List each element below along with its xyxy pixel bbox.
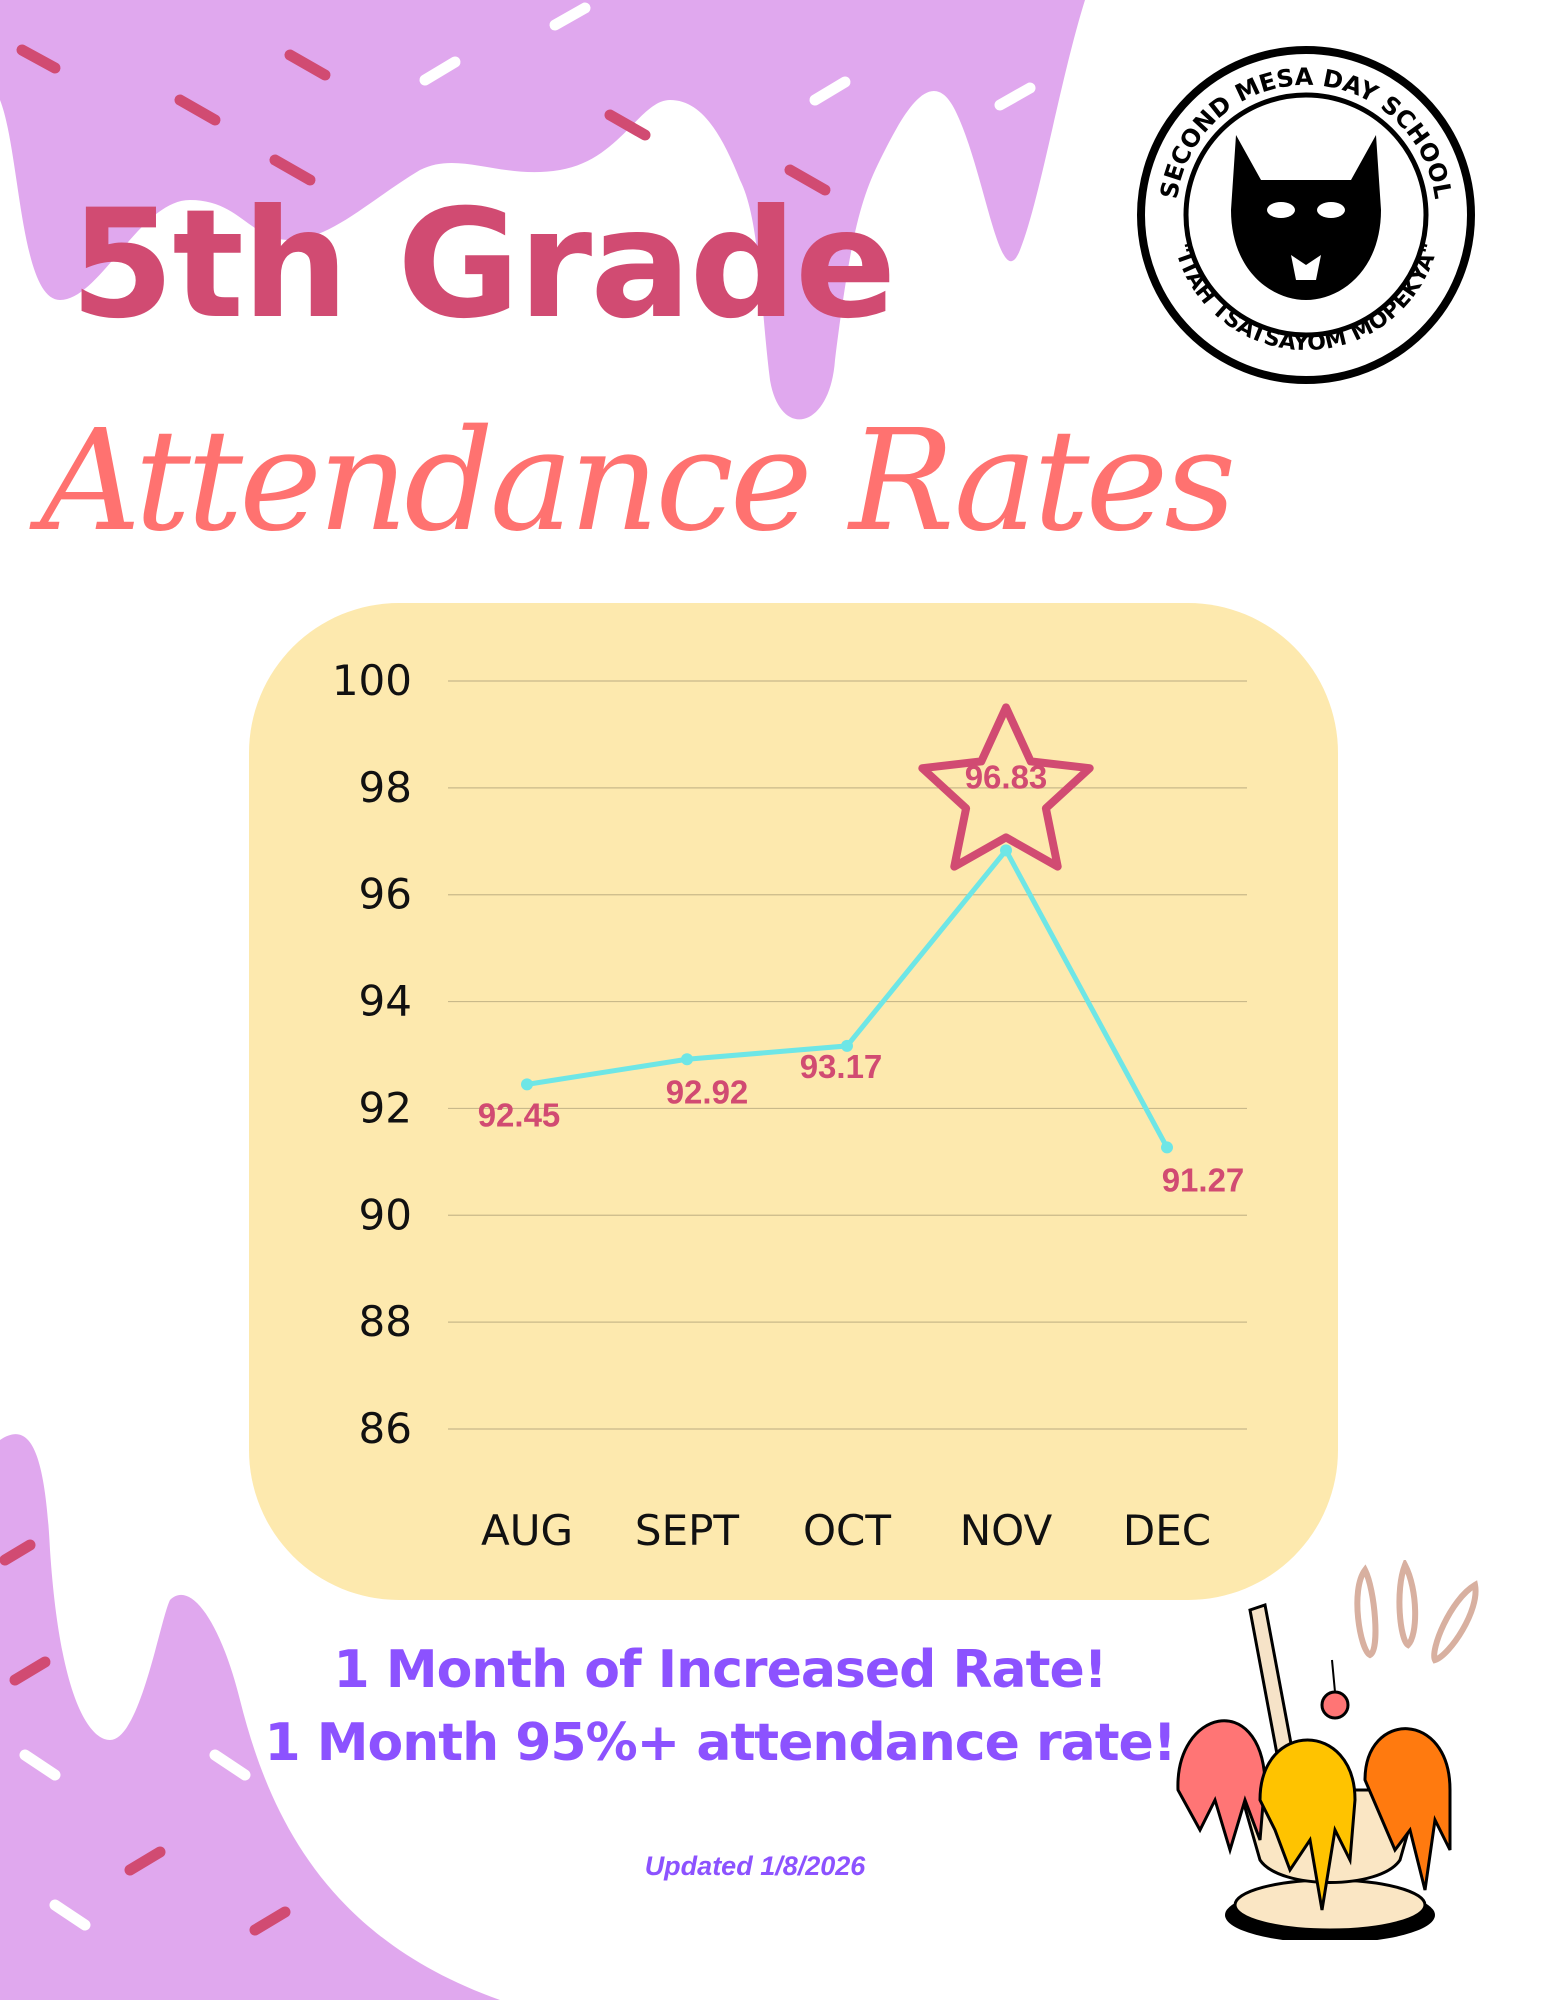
data-point [841,1039,853,1052]
bobcat-icon [1231,135,1381,300]
footer-message-95: 1 Month 95%+ attendance rate! [264,1713,1176,1773]
highlight-star-icon [918,703,1094,871]
chart-panel: 86 88 90 92 94 96 98 100 AUG SEPT OCT NOV DEC 92.45 92… [249,603,1338,1600]
data-label: 92.45 [478,1096,561,1133]
x-tick-label: NOV [960,1506,1053,1555]
data-point [1161,1141,1173,1154]
y-tick-label: 86 [359,1404,412,1453]
y-tick-label: 98 [359,763,412,812]
school-logo: SECOND MESA DAY SCHOOL "ITAH TSATSAYOM M… [1137,46,1475,384]
y-tick-label: 92 [359,1083,412,1132]
updated-date: Updated 1/8/2026 [644,1851,866,1881]
footer-message-increased: 1 Month of Increased Rate! [333,1640,1108,1700]
x-tick-label: SEPT [635,1506,740,1555]
y-tick-label: 90 [359,1190,412,1239]
y-tick-label: 94 [359,977,412,1026]
ice-cream-sundae-icon [1176,1560,1479,1940]
data-point [1000,844,1012,857]
y-tick-label: 96 [359,870,412,919]
title-grade: 5th Grade [70,178,897,352]
data-label: 93.17 [800,1048,883,1085]
data-label: 96.83 [965,758,1048,795]
y-tick-label: 100 [332,656,412,705]
data-label: 92.92 [666,1073,749,1110]
attendance-line-chart: 86 88 90 92 94 96 98 100 AUG SEPT OCT NOV DEC 92.45 92… [332,656,1247,1555]
title-attendance-rates: Attendance Rates [40,400,1236,563]
data-point [521,1078,533,1091]
data-label: 91.27 [1162,1161,1245,1198]
y-tick-label: 88 [359,1297,412,1346]
x-tick-label: DEC [1123,1506,1211,1555]
x-tick-label: AUG [481,1506,573,1555]
data-point [681,1053,693,1066]
x-tick-label: OCT [803,1506,891,1555]
